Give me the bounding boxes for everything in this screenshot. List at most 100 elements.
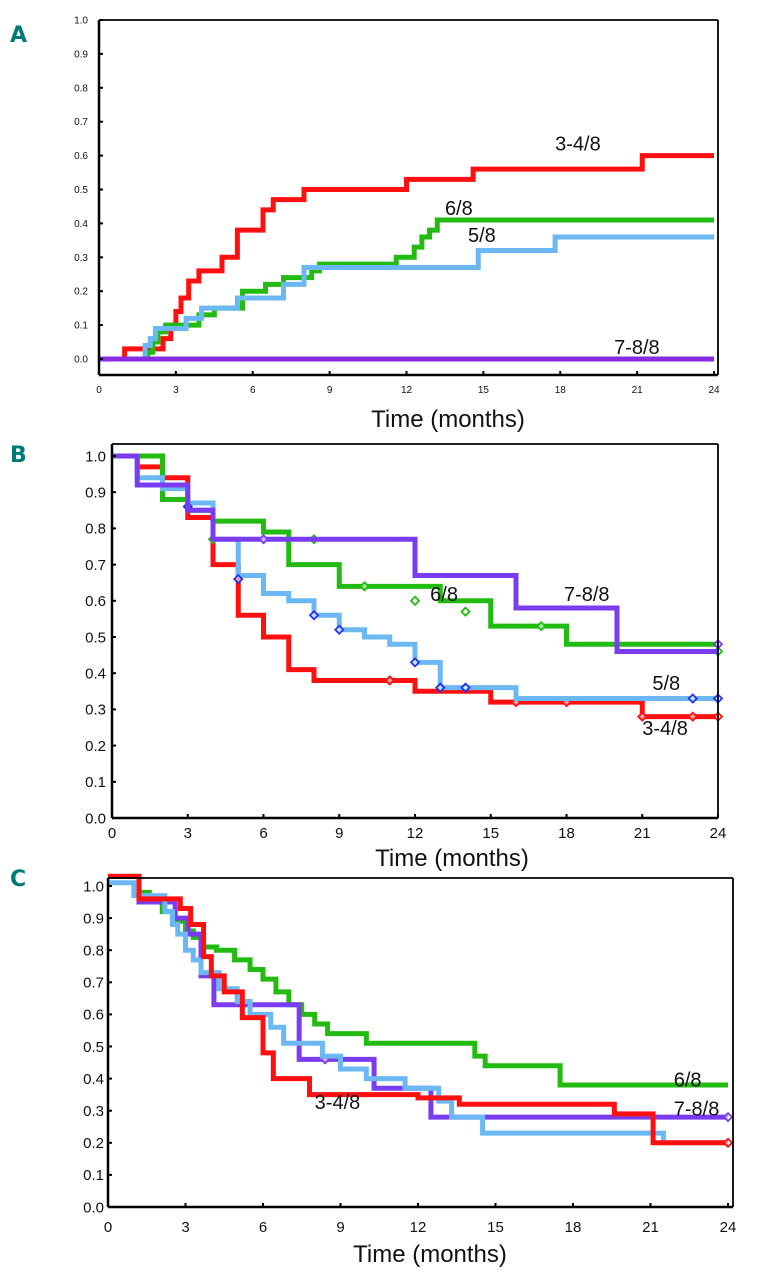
censor-marker	[308, 610, 320, 621]
x-tick-label: 18	[555, 385, 567, 396]
series-label: 3-4/8	[642, 718, 688, 740]
censor-marker	[722, 1111, 734, 1123]
censor-marker	[535, 620, 547, 632]
series-label: 7-8/8	[564, 584, 610, 606]
series-line-3-4-of-8	[99, 153, 714, 362]
x-tick-label: 3	[173, 385, 179, 396]
y-tick-label: 0.4	[85, 665, 106, 682]
y-tick-label: 0.1	[74, 321, 88, 332]
axes: 0.0 0.1 0.2 0.3 0.4 0.5 0.6 0.7 0.8 0.9 1.0 0 3 6 9 12 1…	[83, 877, 737, 1236]
panel-c-plot: 0.0 0.1 0.2 0.3 0.4 0.5 0.6 0.7 0.8 0.9 1.0 0 3 6 9 12 1…	[83, 873, 737, 1268]
y-tick-label: 0.7	[74, 117, 88, 128]
y-tick-label: 1.0	[74, 16, 88, 27]
series-label: 6/8	[430, 584, 458, 606]
y-tick-label: 0.7	[85, 557, 106, 574]
y-tick-label: 0.5	[83, 1039, 104, 1056]
series-group	[108, 873, 734, 1149]
series-line-6-of-8	[108, 873, 728, 1088]
x-tick-label: 21	[642, 1219, 659, 1236]
censor-marker	[409, 595, 421, 607]
y-tick-label: 0.8	[83, 942, 104, 959]
y-tick-label: 0.7	[83, 975, 104, 992]
y-tick-label: 0.2	[85, 738, 106, 755]
panel-a: A 0.0 0.1 0.2 0.3 0.4 0.5 0.6 0.7 0.8 0.9 1.0 0 3 6 9 1…	[10, 16, 720, 434]
series-label: 5/8	[652, 673, 680, 695]
panel-a-plot: 0.0 0.1 0.2 0.3 0.4 0.5 0.6 0.7 0.8 0.9 1.0 0 3 6 9 12 1…	[74, 16, 720, 434]
x-tick-label: 15	[487, 1219, 504, 1236]
y-tick-label: 0.4	[83, 1071, 104, 1088]
censor-marker	[460, 606, 471, 617]
series-line-5-of-8	[99, 234, 714, 362]
x-tick-label: 18	[565, 1219, 582, 1236]
x-tick-label: 12	[410, 1219, 427, 1236]
panel-letter-c: C	[10, 867, 26, 892]
x-tick-label: 15	[478, 385, 490, 396]
censor-marker	[359, 581, 370, 592]
panel-b: B 0.0 0.1 0.2 0.3 0.4 0.5 0.6 0.7 0.8 0.9 1.0 0 3 6 9 1…	[10, 443, 726, 872]
series-line-7-8-of-8	[108, 873, 728, 1120]
x-tick-label: 6	[259, 825, 267, 842]
panel-letter-b: B	[10, 443, 27, 468]
series-line-5-of-8	[108, 880, 728, 1146]
censor-marker	[434, 682, 446, 693]
series-line-3-4-of-8	[108, 873, 728, 1146]
y-tick-label: 0.4	[74, 219, 88, 230]
y-tick-label: 0.8	[85, 521, 106, 538]
x-tick-label: 24	[710, 825, 727, 842]
y-tick-label: 0.0	[83, 1199, 104, 1216]
panel-b-plot: 0.0 0.1 0.2 0.3 0.4 0.5 0.6 0.7 0.8 0.9 1.0 0 3 6 9 12 1…	[85, 443, 727, 872]
x-tick-label: 6	[250, 385, 256, 396]
y-tick-label: 0.5	[74, 185, 88, 196]
y-tick-label: 0.1	[83, 1167, 104, 1184]
series-label: 5/8	[468, 225, 496, 247]
x-tick-label: 0	[96, 385, 102, 396]
series-label: 7-8/8	[614, 337, 660, 359]
x-tick-label: 21	[634, 825, 651, 842]
censor-marker	[636, 711, 648, 722]
x-tick-label: 12	[407, 825, 424, 842]
series-line-6-of-8	[99, 217, 714, 362]
censor-marker	[687, 711, 699, 722]
y-tick-label: 0.9	[74, 49, 88, 60]
series-label: 7-8/8	[674, 1098, 720, 1120]
x-tick-label: 9	[327, 385, 333, 396]
x-tick-label: 24	[708, 385, 720, 396]
series-group	[112, 453, 724, 722]
y-tick-label: 0.5	[85, 629, 106, 646]
y-tick-label: 0.8	[74, 83, 88, 94]
axes: 0.0 0.1 0.2 0.3 0.4 0.5 0.6 0.7 0.8 0.9 1.0 0 3 6 9 12 1…	[74, 16, 720, 397]
y-tick-label: 0.9	[85, 484, 106, 501]
y-tick-label: 0.3	[74, 253, 88, 264]
x-tick-label: 9	[335, 825, 343, 842]
y-tick-label: 0.3	[83, 1103, 104, 1120]
y-tick-label: 0.2	[74, 287, 88, 298]
y-tick-label: 0.2	[83, 1135, 104, 1152]
censor-marker	[687, 693, 699, 704]
censor-marker	[722, 1137, 734, 1149]
censor-marker	[409, 657, 421, 668]
x-tick-label: 18	[558, 825, 575, 842]
panel-c: C 0.0 0.1 0.2 0.3 0.4 0.5 0.6 0.7 0.8 0.9 1.0 0 3 6 9 1…	[10, 867, 736, 1268]
series-line-7-8-of-8	[112, 453, 718, 654]
y-tick-label: 0.9	[83, 910, 104, 927]
censor-marker	[258, 533, 269, 545]
x-tick-label: 24	[720, 1219, 737, 1236]
x-tick-label: 3	[181, 1219, 189, 1236]
y-tick-label: 0.6	[85, 593, 106, 610]
x-tick-label: 3	[184, 825, 192, 842]
x-axis-title: Time (months)	[353, 1241, 507, 1268]
x-tick-label: 15	[482, 825, 499, 842]
censor-marker	[232, 573, 244, 585]
x-tick-label: 9	[336, 1219, 344, 1236]
y-tick-label: 0.0	[85, 810, 106, 827]
y-tick-label: 0.0	[74, 355, 88, 366]
series-label: 6/8	[674, 1069, 702, 1091]
x-tick-label: 0	[108, 825, 116, 842]
series-group	[99, 153, 714, 362]
y-tick-label: 1.0	[85, 448, 106, 465]
x-tick-label: 12	[401, 385, 413, 396]
x-axis-title: Time (months)	[371, 406, 525, 433]
axes: 0.0 0.1 0.2 0.3 0.4 0.5 0.6 0.7 0.8 0.9 1.0 0 3 6 9 12 1…	[85, 443, 727, 842]
y-tick-label: 0.6	[74, 151, 88, 162]
